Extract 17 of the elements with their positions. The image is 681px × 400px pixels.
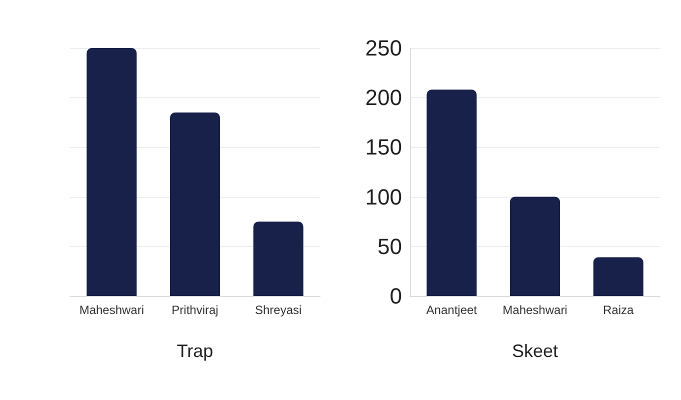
- x-tick-label: Maheshwari: [502, 303, 568, 317]
- bar: [593, 257, 644, 296]
- x-tick-label: Anantjeet: [426, 303, 478, 317]
- x-tick-label: Prithviraj: [172, 303, 218, 317]
- y-tick-label: 150: [365, 134, 402, 160]
- y-tick-label: 200: [365, 85, 402, 110]
- x-tick-label: Maheshwari: [79, 303, 144, 317]
- x-tick-label: Raiza: [602, 303, 634, 317]
- x-tick-label: Shreyasi: [254, 303, 302, 317]
- x-axis-title: Trap: [176, 341, 214, 361]
- y-tick-label: 0: [390, 284, 402, 308]
- bar: [510, 196, 560, 296]
- y-tick-label: 50: [378, 234, 402, 259]
- y-tick-label: 250: [365, 36, 402, 60]
- x-axis-title: Skeet: [512, 341, 558, 361]
- y-tick-label: 100: [365, 184, 402, 210]
- bar: [426, 90, 477, 296]
